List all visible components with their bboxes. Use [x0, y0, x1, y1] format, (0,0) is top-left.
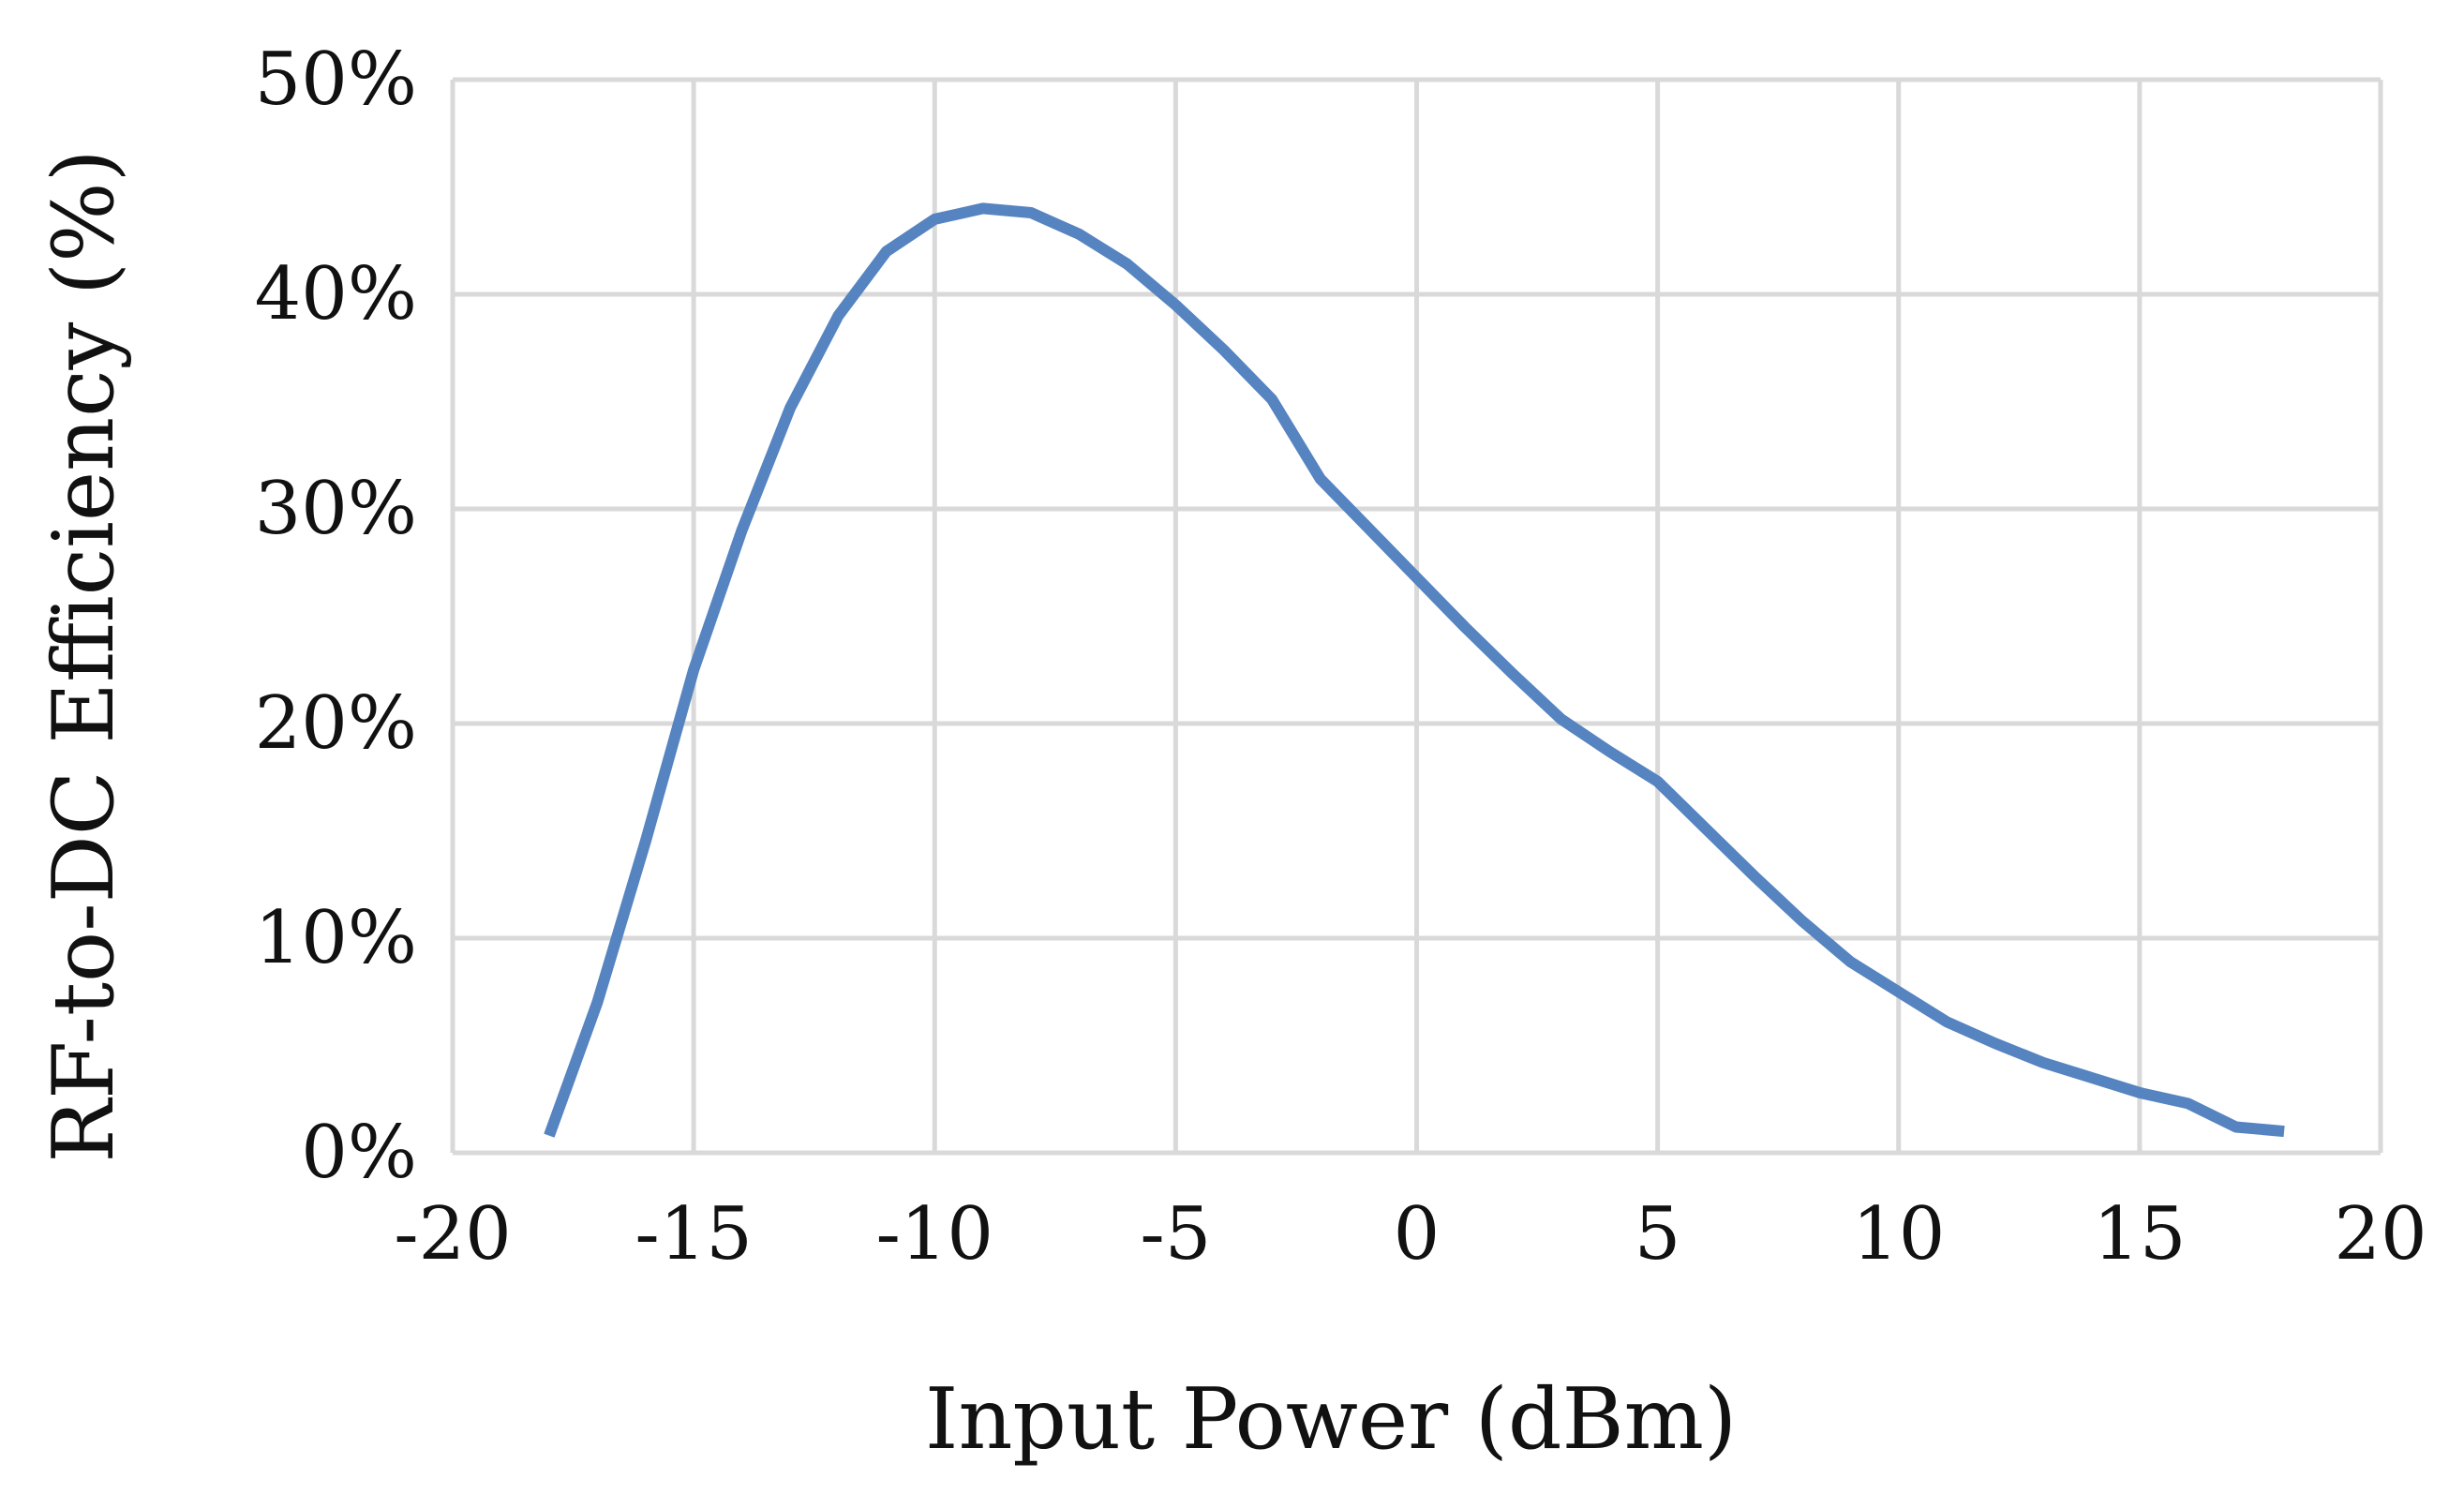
tick-layer: -20 -15 -10 -5 0 5 10 15 20 0% 10% 20% 30% 40% 50% [255, 37, 2427, 1277]
efficiency-series-line [544, 202, 2285, 1138]
x-tick-label: 5 [1635, 1192, 1681, 1277]
y-tick-label: 10% [255, 896, 417, 980]
x-tick-label: 20 [2334, 1192, 2427, 1277]
x-axis-title: Input Power (dBm) [925, 1370, 1737, 1469]
y-tick-label: 40% [255, 252, 417, 336]
y-axis-title: RF-to-DC Efficiency (%) [35, 149, 133, 1162]
x-tick-label: -5 [1140, 1192, 1211, 1277]
x-tick-label: -20 [394, 1192, 512, 1277]
x-tick-label: 15 [2093, 1192, 2186, 1277]
x-tick-label: -10 [875, 1192, 993, 1277]
x-tick-label: -15 [635, 1192, 753, 1277]
y-tick-label: 0% [301, 1111, 417, 1195]
y-tick-label: 50% [255, 37, 417, 122]
x-tick-label: 0 [1394, 1192, 1441, 1277]
y-tick-label: 20% [255, 681, 417, 766]
y-tick-label: 30% [255, 467, 417, 551]
x-tick-label: 10 [1852, 1192, 1945, 1277]
series-layer [544, 202, 2285, 1138]
grid-layer [450, 77, 2383, 1156]
